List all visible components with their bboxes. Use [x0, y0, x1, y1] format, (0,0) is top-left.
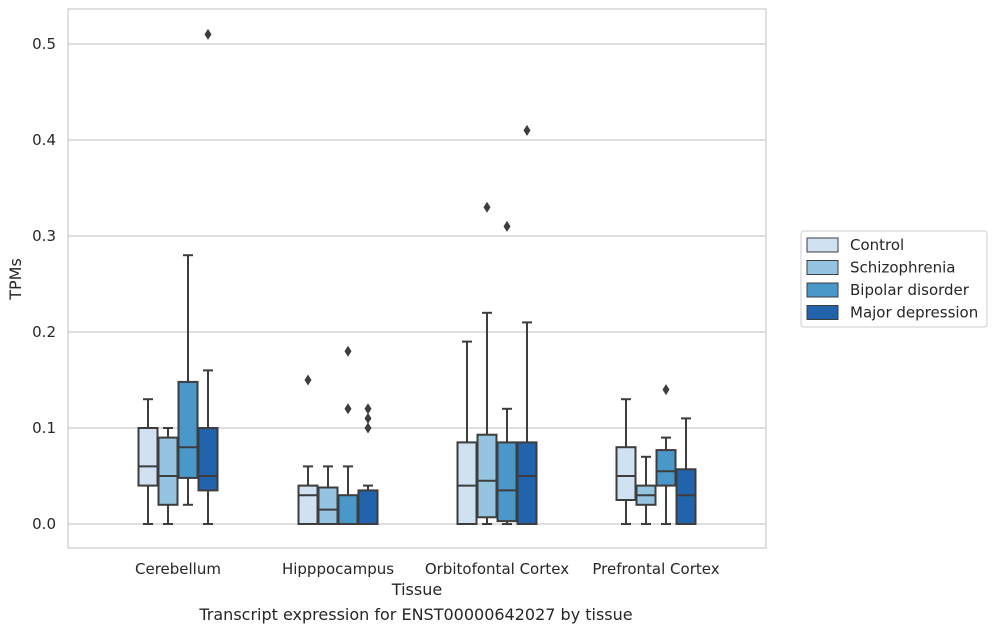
box	[317, 465, 339, 525]
box	[357, 403, 379, 525]
legend-label: Control	[850, 236, 904, 254]
box-body	[137, 427, 159, 487]
box	[177, 254, 199, 506]
outlier-marker	[344, 403, 352, 415]
series-major-depression	[197, 28, 697, 525]
x-tick-label: Hipppocampus	[282, 560, 394, 578]
legend-label: Major depression	[850, 304, 978, 322]
box	[157, 427, 179, 525]
box	[456, 340, 478, 525]
outlier-marker	[364, 403, 372, 415]
box-body	[675, 468, 697, 525]
y-axis-ticks: 0.0 0.1 0.2 0.3 0.4 0.5	[32, 35, 56, 533]
box	[496, 220, 518, 525]
x-tick-label: Prefrontal Cortex	[592, 560, 719, 578]
box-body	[157, 436, 179, 506]
y-axis-label: TPMs	[6, 258, 25, 301]
outlier-marker	[503, 220, 511, 232]
y-tick-label: 0.0	[32, 515, 56, 533]
box-series	[137, 28, 697, 526]
legend-frame	[800, 230, 988, 328]
box	[476, 201, 498, 525]
outlier-marker	[364, 422, 372, 434]
x-axis-ticks: Cerebellum Hipppocampus Orbitofontal Corte…	[135, 560, 720, 578]
outlier-marker	[523, 124, 531, 136]
box	[675, 417, 697, 525]
legend-swatch	[806, 282, 839, 298]
box-body	[357, 489, 379, 525]
x-tick-label: Cerebellum	[135, 560, 221, 578]
box-body	[456, 441, 478, 525]
box	[297, 374, 319, 526]
y-tick-label: 0.4	[32, 131, 56, 149]
legend-swatch	[806, 305, 839, 320]
y-tick-label: 0.1	[32, 419, 56, 437]
outlier-marker	[204, 28, 212, 40]
legend-label: Bipolar disorder	[850, 281, 970, 299]
box	[635, 455, 657, 525]
legend: Control Schizophrenia Bipolar disorder Majo…	[800, 230, 988, 328]
box-body	[615, 446, 637, 502]
legend-swatch	[806, 260, 839, 275]
series-schizophrenia	[157, 201, 657, 525]
box	[615, 398, 637, 525]
box-body	[516, 441, 538, 525]
box-body	[496, 441, 518, 523]
legend-swatch	[806, 237, 839, 253]
y-tick-label: 0.3	[32, 227, 56, 245]
box	[655, 384, 677, 525]
plot-area-frame	[67, 8, 767, 549]
box-body	[297, 484, 319, 526]
y-tick-label: 0.5	[32, 35, 56, 53]
outlier-marker	[344, 345, 352, 357]
outlier-marker	[483, 201, 491, 213]
x-tick-label: Orbitofontal Cortex	[425, 560, 569, 578]
box-body	[655, 449, 677, 487]
box-body	[317, 486, 339, 525]
x-axis-label: Tissue	[391, 580, 442, 599]
outlier-marker	[304, 374, 312, 386]
box	[137, 398, 159, 525]
outlier-marker	[364, 412, 372, 424]
box	[197, 28, 219, 525]
series-bipolar-disorder	[177, 220, 677, 526]
chart-caption: Transcript expression for ENST0000064202…	[199, 605, 633, 624]
box-body	[476, 433, 498, 519]
y-tick-label: 0.2	[32, 323, 56, 341]
legend-label: Schizophrenia	[850, 259, 955, 277]
box-body	[337, 494, 359, 526]
box	[337, 345, 359, 526]
box-body	[197, 427, 219, 492]
outlier-marker	[662, 384, 670, 396]
box	[516, 124, 538, 525]
box-body	[177, 380, 199, 479]
